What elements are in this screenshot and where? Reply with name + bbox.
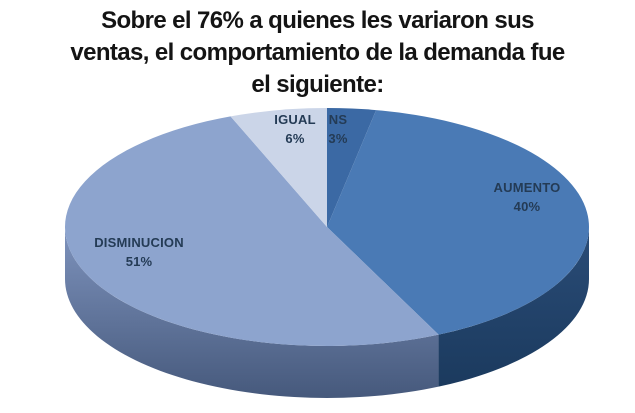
slice-label-aumento: AUMENTO 40% xyxy=(494,178,561,216)
chart-title-line-1: Sobre el 76% a quienes les variaron sus xyxy=(101,7,534,34)
pie-slice-side-disminucion xyxy=(65,227,439,398)
slice-percent: 40% xyxy=(513,199,541,214)
pie-slice-disminucion xyxy=(64,116,439,347)
chart-title-line-2: ventas, el comportamiento de la demanda … xyxy=(70,39,565,66)
slice-name: NS xyxy=(328,112,348,127)
slice-label-disminucion: DISMINUCION 51% xyxy=(94,233,184,271)
slice-label-ns: NS 3% xyxy=(328,110,347,148)
slice-name: DISMINUCION xyxy=(94,235,184,250)
slice-percent: 51% xyxy=(125,254,153,269)
slice-name: AUMENTO xyxy=(493,180,561,195)
slice-name: IGUAL xyxy=(274,112,316,127)
slice-percent: 3% xyxy=(328,131,348,146)
chart-title-line-3: el siguiente: xyxy=(251,71,384,98)
pie-slice-side-aumento xyxy=(438,227,589,387)
pie-slice-igual xyxy=(230,108,327,227)
pie-slice-aumento xyxy=(327,110,590,335)
slice-label-igual: IGUAL 6% xyxy=(274,110,315,148)
slice-percent: 6% xyxy=(285,131,305,146)
pie-slice-ns xyxy=(327,108,377,227)
chart-title: Sobre el 76% a quienes les variaron sus … xyxy=(0,5,635,101)
